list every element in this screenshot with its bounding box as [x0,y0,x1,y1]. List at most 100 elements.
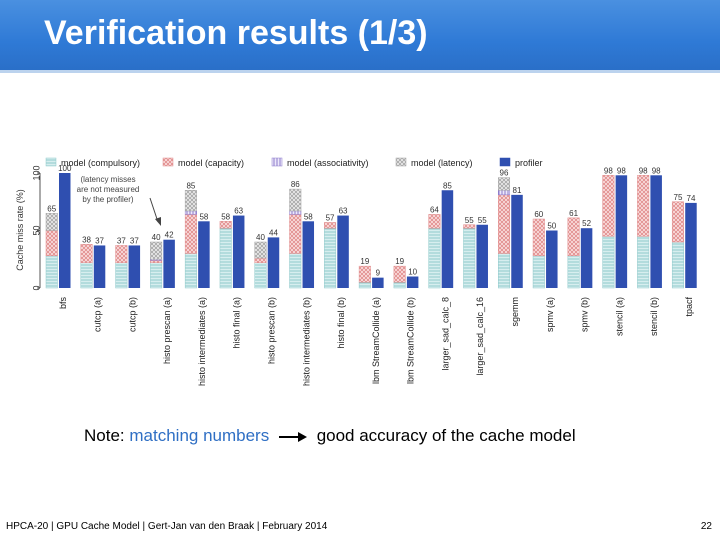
page-number: 22 [700,521,712,532]
model-capacity-segment [498,194,511,254]
footer: HPCA-20 | GPU Cache Model | Gert-Jan van… [6,521,328,532]
note-highlight: matching numbers [129,426,270,445]
profiler-value-label: 10 [408,268,417,277]
model-capacity-segment [289,214,302,254]
annotation-pointer-line [149,197,159,223]
model-capacity-segment [254,257,267,263]
profiler-bar [615,175,628,288]
note: Note: matching numbers good accuracy of … [84,426,576,446]
legend-label: model (capacity) [178,158,244,168]
note-suffix: good accuracy of the cache model [316,426,576,445]
model-value-label: 98 [604,166,613,175]
model-associativity-segment [498,190,511,196]
profiler-bar [128,245,141,288]
profiler-value-label: 42 [165,231,174,240]
x-category-label: stencil (a) [614,297,624,336]
profiler-value-label: 100 [58,164,72,173]
model-capacity-segment [184,214,197,254]
model-compulsory-segment [324,227,337,289]
x-category-label: larger_sad_calc_16 [475,297,485,376]
model-capacity-segment [219,221,232,229]
model-capacity-segment [428,214,441,229]
model-latency-segment [289,188,302,212]
profiler-value-label: 37 [95,236,104,245]
model-compulsory-segment [80,262,93,289]
y-axis-title: Cache miss rate (%) [15,189,25,271]
model-capacity-segment [324,222,337,229]
model-value-label: 75 [674,193,683,202]
model-value-label: 19 [360,257,369,266]
model-compulsory-segment [115,262,128,289]
profiler-value-label: 81 [513,186,522,195]
x-category-label: lbm StreamCollide (a) [371,297,381,384]
model-capacity-segment [567,217,580,257]
title-rule [0,70,720,73]
profiler-bar [59,173,71,288]
x-category-label: histo prescan (b) [267,297,277,364]
model-value-label: 40 [152,233,161,242]
profiler-bar [93,245,106,288]
model-compulsory-segment [532,255,545,289]
profiler-value-label: 58 [199,212,208,221]
profiler-bar [337,215,349,288]
model-compulsory-segment [150,262,163,289]
profiler-bar [163,239,175,288]
profiler-bar [198,221,210,288]
model-value-label: 98 [639,166,648,175]
model-capacity-segment [393,265,406,283]
model-compulsory-segment [254,262,267,289]
annotation-arrowhead [155,217,161,226]
x-category-label: cutcp (a) [93,297,103,332]
model-capacity-segment [45,230,58,257]
model-value-label: 60 [534,210,543,219]
model-value-label: 61 [569,209,578,218]
miss-rate-chart: 0 50 100 Cache miss rate (%) 65 100 bfs 38 37 cu… [15,157,697,386]
model-value-label: 58 [221,212,230,221]
x-category-label: histo intermediates (b) [301,297,311,386]
model-value-label: 85 [186,181,195,190]
profiler-value-label: 9 [376,269,381,278]
profiler-value-label: 55 [478,216,487,225]
title-bar [0,0,720,70]
profiler-value-label: 63 [339,207,348,216]
profiler-bar [232,215,245,288]
legend-label: model (compulsory) [61,158,140,168]
profiler-value-label: 85 [443,181,452,190]
model-capacity-segment [358,265,371,283]
profiler-bar [546,230,558,288]
x-category-label: stencil (b) [649,297,659,336]
model-compulsory-segment [289,253,302,289]
profiler-bar [580,228,593,288]
model-latency-segment [254,241,267,259]
model-latency-segment [150,241,163,260]
model-associativity-segment [289,210,302,215]
model-compulsory-segment [45,255,58,289]
model-value-label: 38 [82,235,91,244]
model-capacity-segment [463,224,476,229]
legend-swatch [45,157,57,167]
note-prefix: Note: [84,426,125,445]
model-compulsory-segment [393,282,406,289]
legend-swatch [271,157,283,167]
legend-label: model (associativity) [287,158,369,168]
model-value-label: 40 [256,233,265,242]
model-latency-segment [45,213,58,231]
x-category-label: tpacf [684,297,694,317]
profiler-bar [685,202,697,288]
legend-label: model (latency) [411,158,473,168]
model-capacity-segment [115,245,128,263]
y-tick-label: 0 [31,285,41,290]
model-compulsory-segment [463,227,476,289]
profiler-bar [511,194,523,288]
profiler-value-label: 98 [617,166,626,175]
model-latency-segment [498,177,511,191]
legend-swatch [162,157,174,167]
annotation-text: by the profiler) [82,195,133,204]
x-category-label: lbm StreamCollide (b) [406,297,416,384]
x-category-label: cutcp (b) [127,297,137,332]
annotation-text: (latency misses [80,175,135,184]
model-compulsory-segment [637,236,650,289]
model-compulsory-segment [498,253,511,289]
y-tick-label: 100 [31,165,41,180]
legend-swatch [499,157,511,167]
